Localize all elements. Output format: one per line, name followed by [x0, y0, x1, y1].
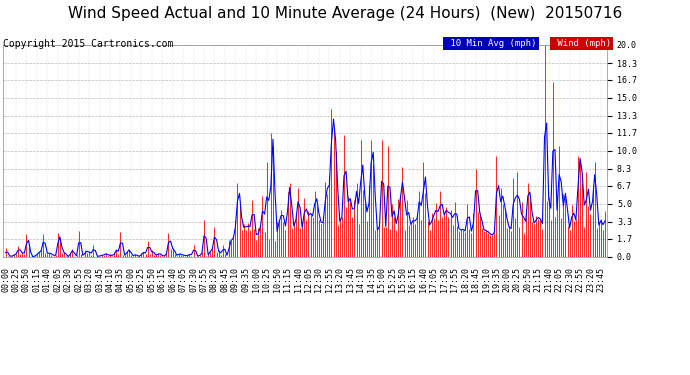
Text: Copyright 2015 Cartronics.com: Copyright 2015 Cartronics.com [3, 39, 174, 50]
Text: Wind (mph): Wind (mph) [552, 39, 611, 48]
Text: Wind Speed Actual and 10 Minute Average (24 Hours)  (New)  20150716: Wind Speed Actual and 10 Minute Average … [68, 6, 622, 21]
Text: 10 Min Avg (mph): 10 Min Avg (mph) [445, 39, 536, 48]
